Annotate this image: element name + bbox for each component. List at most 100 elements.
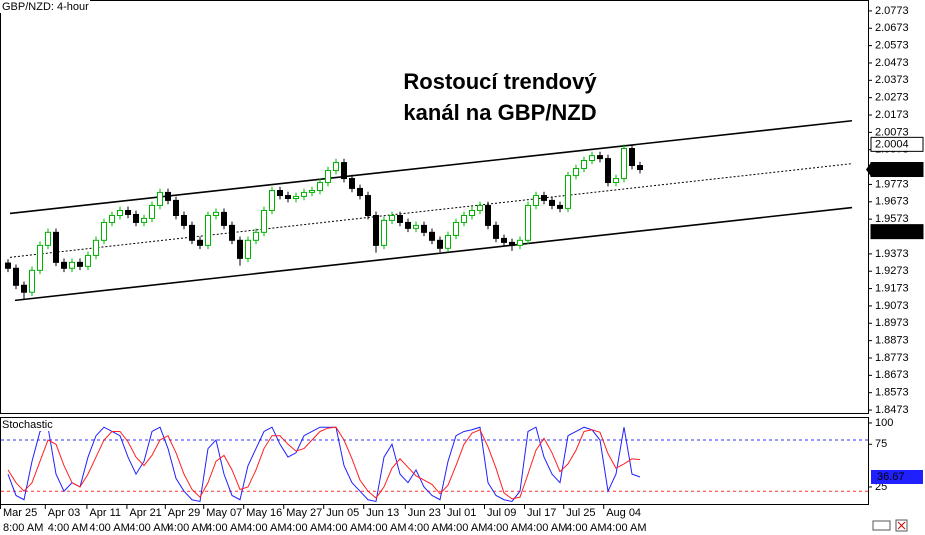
x-tick-sublabel: 4:00 AM bbox=[206, 522, 246, 534]
candle-body bbox=[237, 239, 243, 259]
y-tick-label: 2.0073 bbox=[875, 126, 909, 138]
candle-body bbox=[445, 234, 451, 249]
candle-body bbox=[165, 191, 171, 201]
x-tick-label: Jun 13 bbox=[366, 507, 399, 519]
annotation: kanál na GBP/NZD bbox=[403, 100, 596, 125]
y-tick-label: 100 bbox=[875, 417, 893, 429]
candle-body bbox=[181, 215, 187, 226]
candle-body bbox=[389, 215, 395, 221]
candle-body bbox=[85, 254, 91, 267]
candle-body bbox=[221, 211, 227, 226]
candle-body bbox=[69, 261, 75, 269]
candle-body bbox=[613, 178, 619, 184]
candle-body bbox=[357, 187, 363, 197]
x-tick-label: Jul 09 bbox=[487, 507, 516, 519]
x-tick-sublabel: 4:00 AM bbox=[286, 522, 326, 534]
candle-body bbox=[373, 215, 379, 246]
candle-body bbox=[13, 267, 19, 286]
x-tick-label: Aug 04 bbox=[606, 507, 641, 519]
y-tick-label: 1.9773 bbox=[875, 178, 909, 190]
y-tick-label: 2.0673 bbox=[875, 22, 909, 34]
candle-body bbox=[149, 204, 155, 219]
x-tick-sublabel: 4:00 AM bbox=[168, 522, 208, 534]
x-tick-sublabel: 4:00 AM bbox=[606, 522, 646, 534]
x-tick-label: Apr 03 bbox=[48, 507, 80, 519]
x-tick-label: Jun 23 bbox=[408, 507, 441, 519]
candle-body bbox=[405, 221, 411, 229]
candle-body bbox=[133, 213, 139, 223]
x-tick-label: Mar 25 bbox=[3, 507, 37, 519]
scroll-icon[interactable] bbox=[872, 520, 891, 531]
candle-body bbox=[229, 224, 235, 241]
x-tick-label: Jul 01 bbox=[447, 507, 476, 519]
candle-body bbox=[581, 159, 587, 169]
y-tick-label: 2.0173 bbox=[875, 109, 909, 121]
y-tick-label: 1.8773 bbox=[875, 352, 909, 364]
y-tick-label: 1.8673 bbox=[875, 369, 909, 381]
candle-body bbox=[637, 165, 643, 171]
candle-body bbox=[589, 155, 595, 161]
main-panel bbox=[0, 0, 869, 414]
x-tick-sublabel: 4:00 AM bbox=[566, 522, 606, 534]
sub-title: Stochastic bbox=[2, 419, 53, 431]
x-tick-sublabel: 4:00 AM bbox=[48, 522, 88, 534]
x-tick-label: May 16 bbox=[246, 507, 282, 519]
candle-body bbox=[621, 148, 627, 180]
chart-title: GBP/NZD: 4-hour bbox=[2, 1, 89, 13]
candle-body bbox=[157, 191, 163, 206]
price-arrow bbox=[866, 162, 871, 177]
candle-body bbox=[37, 244, 43, 271]
x-tick-label: Apr 11 bbox=[89, 507, 121, 519]
y-tick-label: 1.9273 bbox=[875, 265, 909, 277]
candle-body bbox=[509, 241, 515, 246]
candle-body bbox=[397, 215, 403, 223]
value-label: 36.67 bbox=[877, 471, 905, 483]
candle-body bbox=[45, 231, 51, 246]
y-tick-label: 2.0473 bbox=[875, 57, 909, 69]
y-tick-label: 1.9073 bbox=[875, 300, 909, 312]
x-tick-label: Apr 29 bbox=[168, 507, 200, 519]
candle-body bbox=[429, 231, 435, 241]
candle-body bbox=[325, 170, 331, 184]
candle-body bbox=[77, 261, 83, 267]
candle-body bbox=[61, 261, 67, 269]
y-tick-label: 2.0573 bbox=[875, 40, 909, 52]
candle-body bbox=[565, 175, 571, 209]
x-tick-sublabel: 4:00 AM bbox=[246, 522, 286, 534]
y-tick-label: 1.9173 bbox=[875, 282, 909, 294]
x-tick-label: Jun 05 bbox=[326, 507, 359, 519]
candle-body bbox=[21, 284, 27, 293]
x-tick-sublabel: 4:00 AM bbox=[129, 522, 169, 534]
price-label: 1.9501 bbox=[875, 226, 909, 238]
candle-body bbox=[125, 209, 131, 215]
candle-body bbox=[525, 204, 531, 241]
x-tick-sublabel: 4:00 AM bbox=[326, 522, 366, 534]
candle-body bbox=[469, 209, 475, 217]
candle-body bbox=[261, 209, 267, 233]
candle-body bbox=[629, 148, 635, 167]
x-tick-sublabel: 4:00 AM bbox=[487, 522, 527, 534]
candle-body bbox=[109, 215, 115, 223]
trendline bbox=[9, 163, 853, 258]
sub-title-box bbox=[1, 418, 53, 431]
candle-body bbox=[485, 204, 491, 226]
candle-body bbox=[269, 190, 275, 211]
candle-body bbox=[517, 239, 523, 246]
price-label: 2.0004 bbox=[875, 138, 909, 150]
x-tick-sublabel: 4:00 AM bbox=[366, 522, 406, 534]
candle-body bbox=[501, 237, 507, 243]
value-label-box bbox=[871, 469, 923, 484]
candle-body bbox=[421, 224, 427, 233]
candle-body bbox=[293, 195, 299, 199]
candle-body bbox=[381, 219, 387, 246]
title-box bbox=[0, 0, 90, 13]
candle-body bbox=[461, 215, 467, 223]
candle-body bbox=[573, 167, 579, 177]
close-icon-mark bbox=[897, 521, 906, 530]
x-tick-label: Jul 17 bbox=[527, 507, 556, 519]
candle-body bbox=[93, 239, 99, 256]
candle-body bbox=[533, 195, 539, 206]
candle-body bbox=[301, 191, 307, 197]
